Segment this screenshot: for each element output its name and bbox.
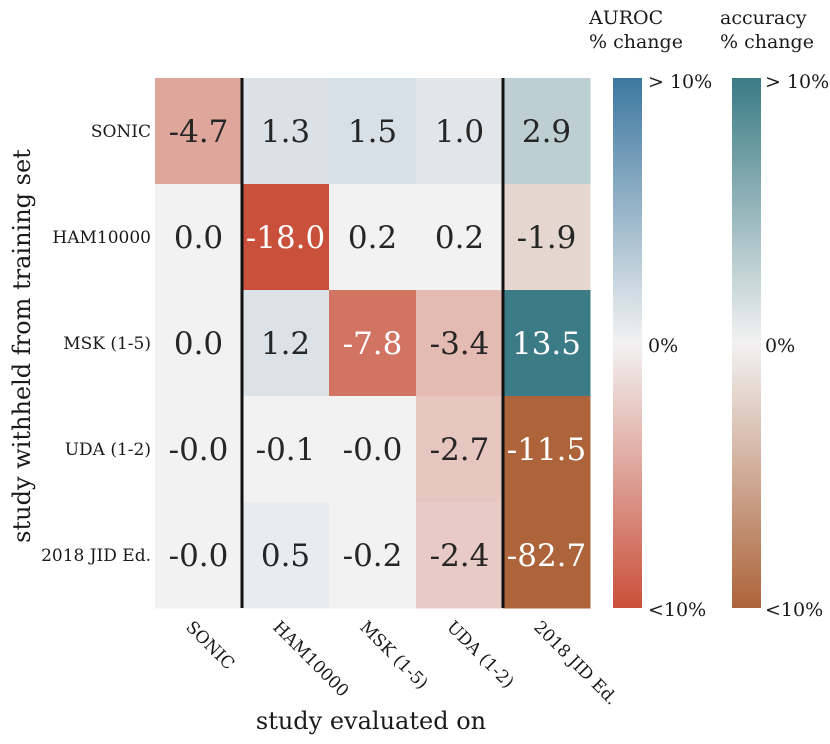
auroc-colorbar-tick-high: > 10% <box>648 71 712 93</box>
accuracy-colorbar-title-line1: accuracy <box>720 7 807 29</box>
heatmap-cell-label: -0.0 <box>169 538 229 574</box>
heatmap-cell-label: 0.0 <box>174 326 223 362</box>
column-separators <box>240 78 505 608</box>
y-tick-labels: SONIC HAM10000 MSK (1-5) UDA (1-2) 2018 JID … <box>41 122 151 566</box>
x-tick-label: MSK (1-5) <box>355 617 431 693</box>
heatmap-cell <box>155 184 243 291</box>
y-tick-label: UDA (1-2) <box>65 440 151 460</box>
heatmap-cell-label: -1.9 <box>517 220 577 256</box>
heatmap-cell-label: 1.2 <box>261 326 310 362</box>
heatmap-cell <box>416 184 504 291</box>
auroc-colorbar-tick-low: <10% <box>648 599 706 621</box>
auroc-colorbar-gradient <box>613 78 642 608</box>
heatmap-cell <box>242 396 330 503</box>
heatmap-cell <box>416 290 504 397</box>
heatmap-cell-label: 2.9 <box>522 114 571 150</box>
heatmap-cell-label: -7.8 <box>343 326 403 362</box>
heatmap-cell <box>503 290 591 397</box>
heatmap-cell <box>329 184 417 291</box>
heatmap-cell-label: -2.7 <box>430 432 490 468</box>
heatmap-cell <box>503 184 591 291</box>
heatmap-cell-label: 1.5 <box>348 114 397 150</box>
heatmap-cell-label: 0.2 <box>348 220 397 256</box>
heatmap-cell-label: -3.4 <box>430 326 490 362</box>
x-tick-label: SONIC <box>181 617 238 674</box>
heatmap-cell-label: 0.2 <box>435 220 484 256</box>
heatmap-cell-label: -4.7 <box>169 114 229 150</box>
accuracy-colorbar: accuracy % change > 10% 0% <10% <box>720 7 829 621</box>
auroc-colorbar: AUROC % change > 10% 0% <10% <box>588 7 712 621</box>
heatmap-cells: -4.7 1.3 1.5 1.0 2.9 0.0 -18.0 0.2 0.2 -1.9 0.0 1.2… <box>155 78 591 609</box>
heatmap-cell <box>503 396 591 503</box>
heatmap-cell-label: -18.0 <box>246 220 326 256</box>
heatmap-cell-label: -0.0 <box>343 432 403 468</box>
heatmap-cell <box>416 78 504 185</box>
heatmap-cell-label: 0.5 <box>261 538 310 574</box>
auroc-colorbar-title-line2: % change <box>589 31 683 53</box>
heatmap-cell-label: -11.5 <box>507 432 587 468</box>
heatmap-cell <box>329 502 417 609</box>
heatmap-cell <box>155 502 243 609</box>
heatmap-cell <box>416 502 504 609</box>
heatmap-cell <box>242 290 330 397</box>
heatmap-cell-label: 1.3 <box>261 114 310 150</box>
heatmap-cell <box>329 290 417 397</box>
y-tick-label: SONIC <box>91 122 151 142</box>
x-tick-labels: SONIC HAM10000 MSK (1-5) UDA (1-2) 2018 JID … <box>181 617 621 709</box>
heatmap-cell <box>242 184 330 291</box>
heatmap-cell-label: -0.0 <box>169 432 229 468</box>
x-tick-label: HAM10000 <box>268 617 352 701</box>
heatmap-cell <box>242 502 330 609</box>
heatmap-cell-label: 0.0 <box>174 220 223 256</box>
y-tick-label: MSK (1-5) <box>63 334 151 354</box>
x-tick-label: 2018 JID Ed. <box>529 617 621 709</box>
heatmap-cell-label: -82.7 <box>507 538 587 574</box>
heatmap-cell <box>155 78 243 185</box>
heatmap-cell-label: -0.1 <box>256 432 316 468</box>
accuracy-colorbar-title-line2: % change <box>720 31 814 53</box>
y-axis-label: study withheld from training set <box>8 149 36 543</box>
heatmap-cell-label: 1.0 <box>435 114 484 150</box>
heatmap-cell <box>503 78 591 185</box>
heatmap-cell <box>155 396 243 503</box>
accuracy-colorbar-tick-mid: 0% <box>765 335 795 357</box>
heatmap-cell-label: -0.2 <box>343 538 403 574</box>
y-tick-label: 2018 JID Ed. <box>41 546 151 566</box>
accuracy-colorbar-gradient <box>732 78 761 608</box>
x-tick-label: UDA (1-2) <box>442 617 517 692</box>
heatmap-cell <box>503 502 591 609</box>
heatmap-cell-label: -2.4 <box>430 538 490 574</box>
accuracy-colorbar-tick-high: > 10% <box>765 71 829 93</box>
heatmap-cell <box>416 396 504 503</box>
auroc-colorbar-title-line1: AUROC <box>588 7 663 29</box>
accuracy-colorbar-tick-low: <10% <box>765 599 823 621</box>
heatmap-cell-label: 13.5 <box>512 326 581 362</box>
auroc-colorbar-tick-mid: 0% <box>648 335 678 357</box>
heatmap-cell <box>329 78 417 185</box>
heatmap-cell <box>242 78 330 185</box>
y-tick-label: HAM10000 <box>52 228 151 248</box>
heatmap-cell <box>155 290 243 397</box>
heatmap-cell <box>329 396 417 503</box>
x-axis-label: study evaluated on <box>256 707 486 735</box>
